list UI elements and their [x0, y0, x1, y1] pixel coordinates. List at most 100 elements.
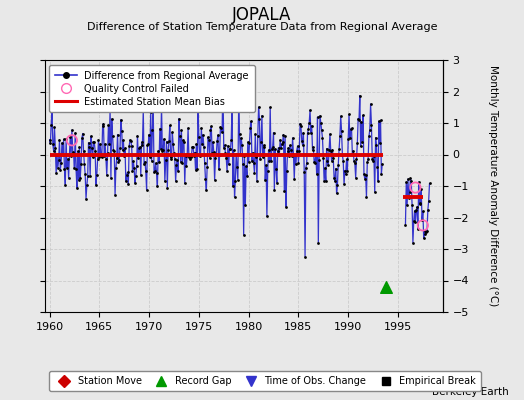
- Point: [293, 143, 302, 149]
- Point: [177, 158, 185, 165]
- Point: [92, 182, 100, 188]
- Point: [351, 160, 359, 166]
- Point: [184, 154, 193, 160]
- Point: [256, 156, 265, 162]
- Point: [298, 138, 306, 144]
- Point: [161, 157, 170, 164]
- Point: [49, 141, 57, 148]
- Point: [153, 183, 161, 190]
- Point: [320, 177, 329, 184]
- Point: [413, 226, 422, 232]
- Point: [196, 152, 205, 158]
- Point: [59, 136, 68, 142]
- Point: [406, 175, 414, 182]
- Point: [228, 103, 236, 110]
- Point: [335, 146, 343, 152]
- Point: [119, 137, 127, 143]
- Point: [238, 161, 247, 167]
- Point: [141, 168, 150, 174]
- Point: [101, 141, 110, 147]
- Point: [311, 159, 319, 166]
- Point: [216, 124, 225, 130]
- Point: [310, 159, 319, 166]
- Point: [76, 175, 84, 182]
- Point: [245, 140, 254, 146]
- Point: [340, 181, 348, 188]
- Point: [231, 178, 239, 184]
- Point: [260, 144, 269, 150]
- Point: [343, 168, 352, 174]
- Point: [58, 140, 66, 146]
- Point: [160, 136, 168, 142]
- Point: [241, 202, 249, 208]
- Point: [168, 129, 177, 135]
- Point: [274, 148, 282, 154]
- Point: [355, 117, 363, 123]
- Point: [406, 189, 414, 196]
- Point: [151, 160, 160, 166]
- Point: [194, 134, 203, 141]
- Point: [189, 144, 197, 150]
- Point: [123, 172, 131, 178]
- Point: [324, 162, 332, 168]
- Point: [157, 103, 166, 110]
- Point: [307, 130, 315, 136]
- Point: [159, 147, 167, 154]
- Point: [242, 163, 250, 170]
- Point: [425, 180, 434, 186]
- Point: [360, 171, 368, 177]
- Point: [308, 147, 316, 153]
- Point: [286, 142, 294, 148]
- Point: [280, 187, 289, 194]
- Point: [200, 144, 208, 150]
- Point: [75, 144, 83, 151]
- Point: [151, 168, 159, 174]
- Point: [206, 127, 215, 133]
- Point: [419, 222, 427, 228]
- Point: [275, 152, 283, 158]
- Point: [329, 155, 337, 161]
- Point: [402, 179, 410, 185]
- Point: [419, 208, 427, 214]
- Point: [63, 156, 72, 162]
- Point: [272, 166, 280, 172]
- Point: [53, 164, 62, 171]
- Point: [367, 122, 376, 128]
- Point: [276, 137, 285, 143]
- Point: [99, 123, 107, 130]
- Point: [288, 135, 297, 141]
- Point: [162, 138, 171, 145]
- Point: [113, 131, 122, 138]
- Point: [164, 147, 172, 153]
- Point: [212, 151, 221, 158]
- Point: [300, 168, 309, 175]
- Point: [271, 146, 279, 152]
- Point: [225, 146, 234, 152]
- Point: [224, 142, 232, 149]
- Point: [137, 139, 146, 145]
- Point: [259, 142, 268, 148]
- Point: [204, 137, 213, 143]
- Legend: Difference from Regional Average, Quality Control Failed, Estimated Station Mean: Difference from Regional Average, Qualit…: [49, 65, 255, 112]
- Point: [95, 153, 103, 160]
- Point: [291, 152, 299, 158]
- Point: [50, 124, 59, 131]
- Point: [328, 146, 336, 153]
- Point: [277, 145, 285, 152]
- Point: [156, 125, 164, 132]
- Point: [246, 125, 255, 131]
- Point: [214, 132, 222, 138]
- Point: [341, 167, 349, 174]
- Point: [176, 133, 184, 140]
- Point: [104, 122, 113, 129]
- Point: [125, 143, 133, 149]
- Point: [178, 160, 187, 166]
- Point: [54, 157, 63, 163]
- Point: [337, 128, 346, 134]
- Point: [112, 165, 120, 171]
- Point: [272, 179, 281, 186]
- Point: [236, 151, 245, 158]
- Point: [325, 147, 333, 153]
- Point: [158, 148, 167, 154]
- Point: [87, 133, 95, 139]
